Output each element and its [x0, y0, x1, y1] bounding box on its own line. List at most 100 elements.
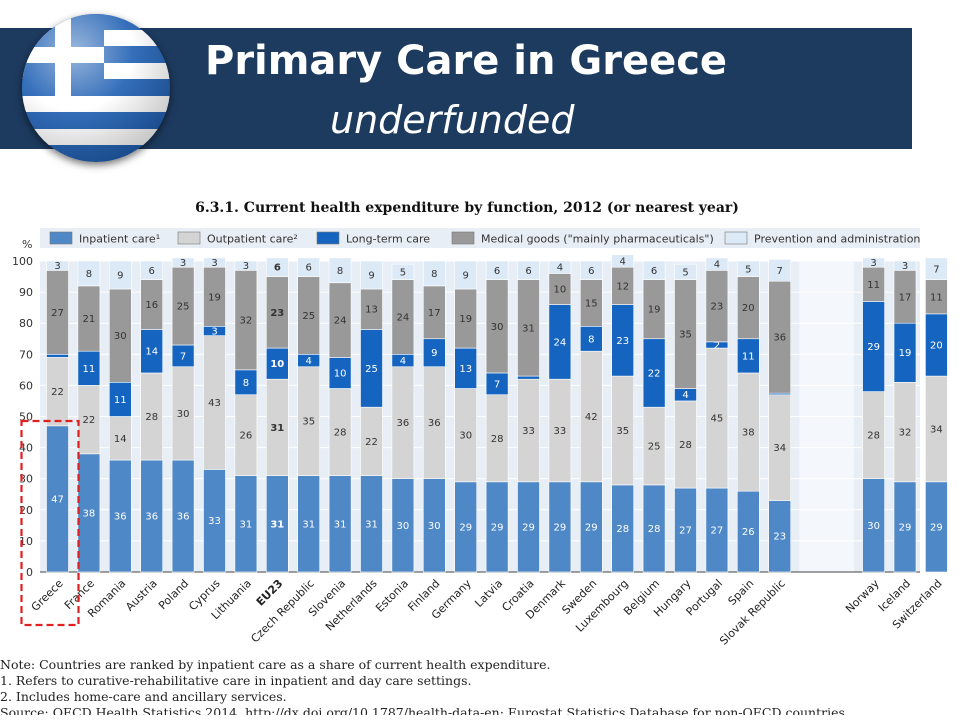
x-tick-label: Poland: [156, 577, 191, 612]
data-label: 9: [463, 270, 469, 281]
data-label: 16: [145, 300, 158, 311]
data-label: 36: [397, 418, 410, 429]
legend-swatch: [49, 231, 73, 245]
data-label: 30: [397, 521, 410, 532]
y-tick-label: 80: [19, 317, 33, 330]
data-label: 25: [648, 442, 661, 453]
data-label: 31: [365, 519, 378, 530]
legend-entry: Medical goods ("mainly pharmaceuticals"): [481, 233, 714, 246]
data-label: 19: [899, 348, 912, 359]
data-label: 27: [711, 526, 724, 537]
data-label: 30: [428, 521, 441, 532]
bar-segment: [391, 263, 415, 280]
data-label: 11: [83, 364, 96, 375]
data-label: 6: [651, 266, 657, 277]
bar-romania: 36 14 11 30 9: [109, 260, 132, 573]
bar-iceland: 29 32 19 17 3: [893, 260, 917, 573]
bar-sweden: 29 42 8 15 6: [579, 260, 603, 573]
data-label: 28: [616, 524, 629, 535]
data-label: 28: [491, 434, 504, 445]
data-label: 6: [525, 266, 531, 277]
bar-latvia: 29 28 7 30 6: [485, 260, 509, 573]
data-label: 31: [302, 519, 315, 530]
data-label: 30: [491, 322, 504, 333]
data-label: 30: [459, 431, 472, 442]
y-tick-label: 100: [12, 255, 33, 268]
data-label: 31: [334, 519, 347, 530]
data-label: 25: [177, 302, 190, 313]
bar-segment: [203, 257, 226, 268]
bar-segment: [768, 259, 792, 282]
bar-slovenia: 31 28 10 24 8: [328, 257, 352, 573]
legend-background: [40, 228, 920, 248]
data-label: 26: [742, 527, 755, 538]
data-label: 3: [870, 258, 876, 269]
data-label: 35: [679, 330, 692, 341]
bar-segment: [46, 260, 69, 271]
data-label: 7: [180, 351, 186, 362]
bar-segment: [171, 257, 195, 268]
greece-highlight-box: [20, 419, 80, 627]
data-label: 22: [51, 387, 64, 398]
greek-flag-icon: [22, 14, 170, 162]
bar-segment: [611, 254, 635, 268]
bar-switzerland: 29 34 20 11 7: [925, 257, 948, 573]
data-label: 3: [54, 261, 60, 272]
bar-segment: [109, 260, 132, 290]
bar-denmark: 29 33 24 10 4: [548, 260, 572, 573]
data-label: 25: [365, 364, 378, 375]
data-label: 27: [679, 526, 692, 537]
bar-austria: 36 28 14 16 6: [140, 260, 163, 573]
data-label: 36: [114, 512, 127, 523]
data-label: 29: [867, 342, 880, 353]
bar-spain: 26 38 11 20 5: [736, 260, 760, 573]
data-label: 28: [334, 428, 347, 439]
bar-lithuania: 31 26 8 32 3: [234, 260, 258, 573]
legend-swatch: [177, 231, 201, 245]
legend-swatch: [724, 231, 748, 245]
data-label: 34: [930, 424, 943, 435]
data-label: 9: [431, 348, 437, 359]
data-label: 28: [145, 412, 158, 423]
bar-luxembourg: 28 35 23 12 4: [611, 254, 635, 573]
y-tick-label: 60: [19, 379, 33, 392]
data-label: 6: [149, 266, 155, 277]
data-label: 10: [334, 368, 347, 379]
legend-entry: Prevention and administration: [754, 233, 920, 246]
data-label: 29: [459, 522, 472, 533]
data-label: 10: [554, 284, 567, 295]
data-label: 29: [899, 522, 912, 533]
bar-segment: [517, 260, 540, 280]
page-title: Primary Care in Greece: [205, 38, 728, 84]
bar-segment: [925, 257, 948, 280]
y-tick-label: 0: [26, 566, 33, 579]
bar-belgium: 28 25 22 19 6: [642, 260, 666, 573]
data-label: 30: [114, 331, 127, 342]
data-label: 3: [211, 326, 217, 337]
source-note: Source: OECD Health Statistics 2014, htt…: [0, 705, 849, 715]
data-label: 29: [491, 522, 504, 533]
bar-croatia: 29 33 31 6: [517, 260, 540, 573]
data-label: 33: [522, 426, 535, 437]
bar-germany: 29 30 13 19 9: [454, 260, 478, 573]
data-label: 29: [522, 522, 535, 533]
data-label: 7: [933, 264, 939, 275]
data-label: 11: [114, 395, 127, 406]
x-tick-label: Estonia: [373, 577, 411, 615]
data-label: 8: [337, 266, 343, 277]
bar-cyprus: 33 43 3 19 3: [203, 257, 226, 573]
data-label: 35: [616, 426, 629, 437]
data-label: 3: [180, 258, 186, 269]
data-label: 13: [459, 364, 472, 375]
data-label: 23: [616, 336, 629, 347]
data-label: 31: [270, 519, 284, 530]
data-label: 31: [240, 519, 253, 530]
data-label: 36: [145, 512, 158, 523]
bar-finland: 30 36 9 17 8: [422, 260, 446, 573]
data-label: 17: [428, 308, 441, 319]
data-label: 36: [428, 418, 441, 429]
data-label: 29: [585, 522, 598, 533]
data-label: 19: [459, 314, 472, 325]
bar-hungary: 27 28 4 35 5: [674, 263, 697, 573]
data-label: 27: [51, 308, 64, 319]
